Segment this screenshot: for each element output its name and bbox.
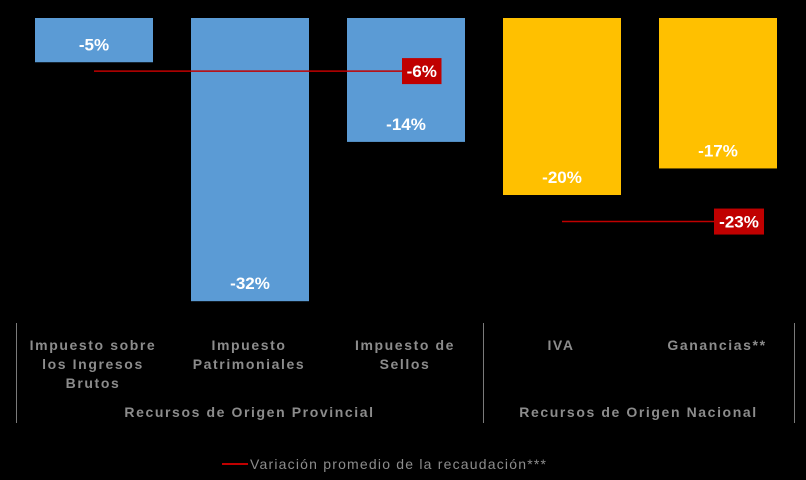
bar-value-label-1: -32% (230, 274, 270, 293)
bar-chart: -5% -32% -14% -20% -17% -6% -23% (35, 18, 777, 302)
bar-1 (191, 18, 309, 302)
bar-value-label-2: -14% (386, 115, 426, 134)
axis-divider-right (794, 323, 795, 423)
bar-4 (659, 18, 777, 169)
axis-divider-middle (483, 323, 484, 423)
axis-divider-left (16, 323, 17, 423)
bar-value-label-4: -17% (698, 141, 738, 160)
group-label-nacional: Recursos de Origen Nacional (519, 404, 758, 420)
bar-0 (35, 18, 153, 63)
group-label-provincial: Recursos de Origen Provincial (124, 404, 375, 420)
legend-line-swatch (222, 463, 248, 465)
category-label-ingresos-brutos: Impuesto sobre los Ingresos Brutos (29, 337, 157, 391)
category-label-iva: IVA (547, 337, 575, 353)
average-label-0: -6% (407, 62, 437, 81)
average-label-1: -23% (719, 213, 759, 232)
bar-value-label-3: -20% (542, 168, 582, 187)
legend: Variación promedio de la recaudación*** (222, 454, 547, 474)
bar-value-label-0: -5% (79, 35, 109, 54)
legend-label: Variación promedio de la recaudación*** (250, 456, 548, 472)
category-label-sellos: Impuesto de Sellos (354, 337, 456, 372)
category-label-patrimoniales: Impuesto Patrimoniales (192, 337, 306, 372)
average-label-box-1 (714, 208, 764, 235)
category-label-ganancias: Ganancias** (667, 337, 767, 353)
bar-3 (503, 18, 621, 195)
average-label-box-0 (402, 58, 442, 85)
